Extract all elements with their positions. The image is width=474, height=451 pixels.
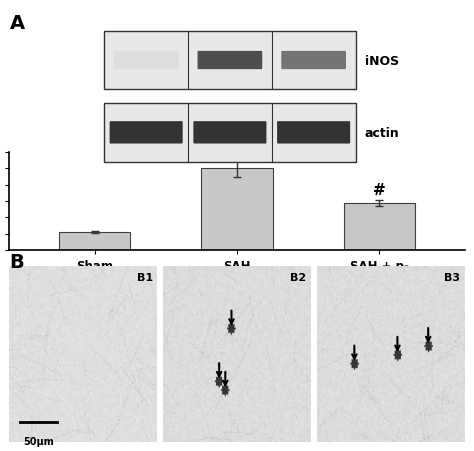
Bar: [59, 232, 130, 250]
Text: 50μm: 50μm: [23, 436, 54, 446]
Text: *: *: [233, 137, 241, 155]
Text: actin: actin: [365, 127, 400, 139]
Bar: [201, 169, 273, 250]
Text: B1: B1: [137, 272, 153, 282]
Text: B3: B3: [444, 272, 460, 282]
Text: B: B: [9, 253, 24, 272]
Text: A: A: [9, 14, 25, 32]
Text: B2: B2: [290, 272, 306, 282]
Text: #: #: [373, 183, 385, 198]
Text: iNOS: iNOS: [365, 55, 399, 67]
Bar: [344, 203, 415, 250]
